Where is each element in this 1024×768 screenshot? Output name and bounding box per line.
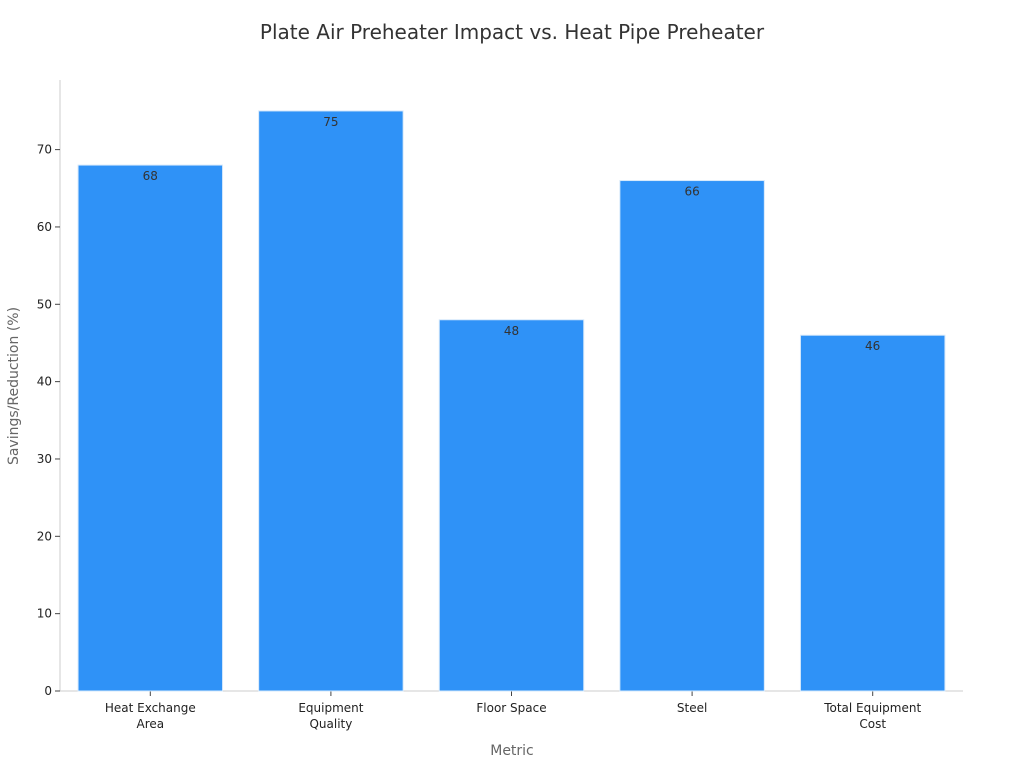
data-labels-group: 68 75 48 66 46 — [143, 115, 881, 353]
y-tick-label: 10 — [37, 607, 52, 621]
bars-group — [77, 110, 946, 692]
bar — [77, 164, 224, 692]
x-tick-label: Equipment Quality — [298, 701, 363, 731]
bar — [258, 110, 404, 692]
x-tick-label: Total Equipment Cost — [823, 701, 921, 731]
chart-title: Plate Air Preheater Impact vs. Heat Pipe… — [259, 20, 765, 44]
y-axis-title: Savings/Reduction (%) — [6, 307, 22, 465]
bar-value-label: 68 — [143, 169, 158, 183]
bar — [799, 334, 946, 692]
y-tick-label: 60 — [37, 220, 52, 234]
x-axis-title: Metric — [490, 743, 534, 759]
y-tick-label: 50 — [37, 297, 52, 311]
x-tick-label: Floor Space — [476, 701, 546, 715]
y-tick-label: 0 — [44, 684, 52, 698]
bar — [438, 319, 585, 692]
y-axis: 0 10 20 30 40 50 60 70 — [37, 80, 61, 698]
bar-value-label: 66 — [684, 185, 699, 199]
y-tick-label: 30 — [37, 452, 52, 466]
y-tick-label: 70 — [37, 143, 52, 157]
y-tick-label: 40 — [37, 375, 52, 389]
bar-value-label: 75 — [323, 115, 338, 129]
bar-value-label: 48 — [504, 324, 519, 338]
x-axis: Heat Exchange Area Equipment Quality Floor S… — [60, 690, 963, 731]
bar — [619, 180, 765, 692]
y-tick-label: 20 — [37, 529, 52, 543]
x-tick-label: Steel — [677, 701, 707, 715]
x-tick-label: Heat Exchange Area — [105, 701, 196, 731]
bar-value-label: 46 — [865, 339, 880, 353]
